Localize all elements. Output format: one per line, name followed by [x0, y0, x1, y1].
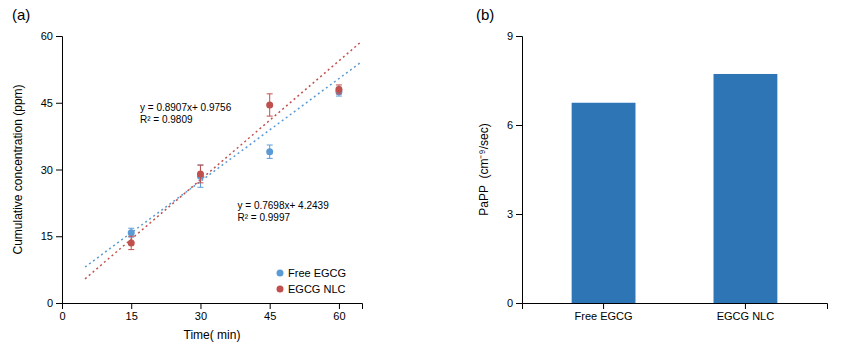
y-axis-line: [516, 37, 523, 304]
tick: 30: [195, 303, 207, 322]
tick: EGCG NLC: [717, 303, 775, 322]
fit-line: [85, 41, 362, 279]
error-bar: [197, 165, 203, 187]
panel-b: Free EGCG EGCG NLC 0 3 6 9 PaPP (cm⁻⁹/sec) (b): [476, 6, 828, 322]
tick-label: 9: [507, 30, 513, 42]
panel-a: 015304560015304560y = 0.8907x+ 0.9756R² …: [11, 6, 363, 342]
plot-area: [572, 74, 778, 303]
tick-label: 15: [41, 230, 53, 242]
tick-mark: [270, 303, 271, 309]
annotation: y = 0.8907x+ 0.9756R² = 0.9809: [140, 102, 232, 125]
annotation-line: R² = 0.9997: [238, 212, 291, 223]
tick-mark: [603, 303, 604, 309]
x-axis-title: Time( min): [184, 328, 241, 342]
bar: [572, 103, 636, 303]
x-axis: Free EGCG EGCG NLC: [523, 303, 828, 322]
tick-mark: [56, 236, 62, 237]
tick-label: 0: [59, 310, 65, 322]
tick: 45: [264, 303, 276, 322]
tick-mark: [339, 303, 340, 309]
tick-label: 6: [507, 119, 513, 131]
tick-mark: [745, 303, 746, 309]
error-bar: [267, 145, 273, 158]
tick: 45: [41, 97, 62, 109]
plot-area: [85, 41, 362, 279]
tick: 3: [507, 208, 522, 220]
tick-label: EGCG NLC: [717, 310, 775, 322]
x-axis: 0 15 30 45 60: [59, 303, 362, 322]
fit-line: [85, 61, 362, 267]
tick-mark: [516, 214, 522, 215]
tick-mark: [56, 103, 62, 104]
legend: Free EGCG EGCG NLC: [277, 267, 347, 295]
tick-label: 60: [333, 310, 345, 322]
point: [128, 239, 135, 246]
y-axis-title: Cumulative concentration (ppm): [11, 84, 25, 254]
tick-label: 30: [195, 310, 207, 322]
tick: 6: [507, 119, 522, 131]
annotation: y = 0.7698x+ 4.2439R² = 0.9997: [238, 200, 330, 223]
title: (a): [12, 6, 30, 23]
annotation-line: y = 0.7698x+ 4.2439: [238, 200, 330, 211]
tick-mark: [56, 170, 62, 171]
tick-mark: [516, 303, 522, 304]
annotation-line: y = 0.8907x+ 0.9756: [140, 102, 232, 113]
tick-mark: [56, 303, 62, 304]
point: [335, 86, 342, 93]
legend-marker: [277, 286, 284, 293]
tick-label: 30: [41, 164, 53, 176]
tick-label: 45: [41, 97, 53, 109]
y-axis: 0 3 6 9: [507, 30, 523, 309]
legend-label: Free EGCG: [288, 267, 346, 279]
tick: 15: [41, 230, 62, 242]
tick-mark: [516, 125, 522, 126]
legend-marker: [277, 270, 284, 277]
tick-mark: [56, 36, 62, 37]
tick: 0: [59, 303, 65, 322]
point: [266, 101, 273, 108]
tick-label: 15: [126, 310, 138, 322]
y-axis-title: PaPP (cm⁻⁹/sec): [477, 123, 491, 215]
error-bar: [197, 165, 203, 183]
tick: 0: [47, 297, 62, 309]
point: [266, 148, 273, 155]
y-axis: 0 15 30 45 60: [41, 30, 63, 309]
error-bar: [336, 85, 342, 94]
x-axis-line: [523, 304, 828, 310]
chart: 015304560015304560y = 0.8907x+ 0.9756R² …: [0, 0, 857, 351]
y-axis-line: [56, 37, 63, 304]
title: (b): [476, 6, 494, 23]
error-bar: [267, 94, 273, 116]
tick-label: 0: [47, 297, 53, 309]
point: [197, 170, 204, 177]
tick: 15: [126, 303, 138, 322]
tick-label: 45: [264, 310, 276, 322]
tick-label: Free EGCG: [575, 310, 633, 322]
error-bar: [128, 236, 134, 249]
tick-mark: [200, 303, 201, 309]
tick: 0: [507, 297, 522, 309]
tick: 30: [41, 164, 62, 176]
tick: 9: [507, 30, 522, 42]
tick: 60: [41, 30, 62, 42]
annotation-line: R² = 0.9809: [140, 114, 193, 125]
tick-label: 60: [41, 30, 53, 42]
x-axis-line: [63, 304, 363, 310]
tick-label: 0: [507, 297, 513, 309]
bar: [714, 74, 778, 303]
tick-mark: [131, 303, 132, 309]
tick: Free EGCG: [575, 303, 633, 322]
tick-mark: [516, 36, 522, 37]
point: [128, 229, 135, 236]
legend-label: EGCG NLC: [288, 283, 346, 295]
tick: 60: [333, 303, 345, 322]
tick-label: 3: [507, 208, 513, 220]
